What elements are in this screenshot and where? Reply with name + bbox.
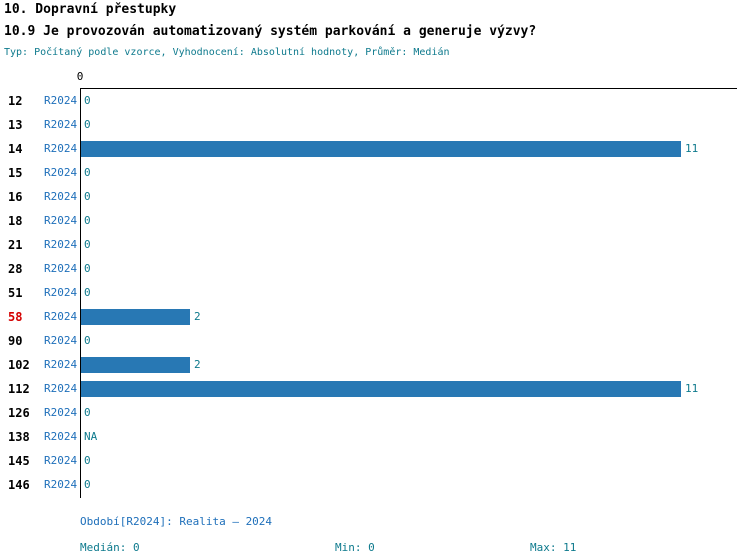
chart-row: 14 R2024 11 [0, 137, 750, 161]
series-label: R2024 [44, 190, 78, 203]
value-label: 2 [194, 358, 201, 371]
footer-max-label: Max: 11 [530, 541, 577, 554]
chart-row: 12 R2024 0 [0, 89, 750, 113]
category-label: 112 [8, 382, 30, 396]
chart-row: 18 R2024 0 [0, 209, 750, 233]
value-label: 11 [685, 142, 699, 155]
category-label: 13 [8, 118, 23, 132]
category-label: 16 [8, 190, 23, 204]
value-label: 11 [685, 382, 699, 395]
category-label: 146 [8, 478, 30, 492]
category-label: 51 [8, 286, 23, 300]
chart-rows: 12 R2024 0 13 R2024 0 14 R2024 11 15 R2024 0 16 R2024… [0, 89, 750, 497]
category-label: 126 [8, 406, 30, 420]
footer-min-label: Min: 0 [335, 541, 375, 554]
series-label: R2024 [44, 358, 78, 371]
series-label: R2024 [44, 142, 78, 155]
chart-row: 28 R2024 0 [0, 257, 750, 281]
chart-row: 21 R2024 0 [0, 233, 750, 257]
series-label: R2024 [44, 478, 78, 491]
series-label: R2024 [44, 334, 78, 347]
series-label: R2024 [44, 118, 78, 131]
chart-subtitle: 10.9 Je provozován automatizovaný systém… [4, 24, 537, 39]
category-label: 12 [8, 94, 23, 108]
value-label: 0 [84, 262, 91, 275]
footer-median-label: Medián: 0 [80, 541, 140, 554]
footer-period-label: Období[R2024]: Realita – 2024 [80, 515, 273, 528]
value-label: 0 [84, 286, 91, 299]
category-label: 15 [8, 166, 23, 180]
category-label: 145 [8, 454, 30, 468]
chart-row: 90 R2024 0 [0, 329, 750, 353]
category-label: 18 [8, 214, 23, 228]
value-label: 0 [84, 94, 91, 107]
chart-title: 10. Dopravní přestupky [4, 2, 177, 17]
x-axis-tick-zero: 0 [76, 70, 84, 83]
series-label: R2024 [44, 430, 78, 443]
value-label: 0 [84, 454, 91, 467]
series-label: R2024 [44, 454, 78, 467]
chart-row: 51 R2024 0 [0, 281, 750, 305]
value-label: 2 [194, 310, 201, 323]
bar [81, 381, 681, 397]
chart-row: 146 R2024 0 [0, 473, 750, 497]
chart-meta: Typ: Počítaný podle vzorce, Vyhodnocení:… [4, 47, 450, 58]
series-label: R2024 [44, 406, 78, 419]
chart-row: 145 R2024 0 [0, 449, 750, 473]
value-label: 0 [84, 214, 91, 227]
category-label: 58 [8, 310, 23, 324]
value-label: 0 [84, 406, 91, 419]
bar [81, 357, 190, 373]
series-label: R2024 [44, 94, 78, 107]
series-label: R2024 [44, 382, 78, 395]
bar [81, 309, 190, 325]
series-label: R2024 [44, 310, 78, 323]
chart-row: 16 R2024 0 [0, 185, 750, 209]
chart-row: 112 R2024 11 [0, 377, 750, 401]
category-label: 28 [8, 262, 23, 276]
series-label: R2024 [44, 166, 78, 179]
category-label: 14 [8, 142, 23, 156]
series-label: R2024 [44, 286, 78, 299]
chart-row: 102 R2024 2 [0, 353, 750, 377]
series-label: R2024 [44, 214, 78, 227]
chart-row: 13 R2024 0 [0, 113, 750, 137]
value-label: 0 [84, 118, 91, 131]
chart-row: 126 R2024 0 [0, 401, 750, 425]
value-label: 0 [84, 478, 91, 491]
bar [81, 141, 681, 157]
category-label: 21 [8, 238, 23, 252]
value-label: 0 [84, 166, 91, 179]
category-label: 102 [8, 358, 30, 372]
category-label: 138 [8, 430, 30, 444]
chart-row: 15 R2024 0 [0, 161, 750, 185]
series-label: R2024 [44, 262, 78, 275]
plot-area [80, 88, 737, 498]
chart-row: 58 R2024 2 [0, 305, 750, 329]
value-label: 0 [84, 238, 91, 251]
chart-row: 138 R2024 NA [0, 425, 750, 449]
category-label: 90 [8, 334, 23, 348]
value-label: NA [84, 430, 98, 443]
value-label: 0 [84, 334, 91, 347]
value-label: 0 [84, 190, 91, 203]
series-label: R2024 [44, 238, 78, 251]
